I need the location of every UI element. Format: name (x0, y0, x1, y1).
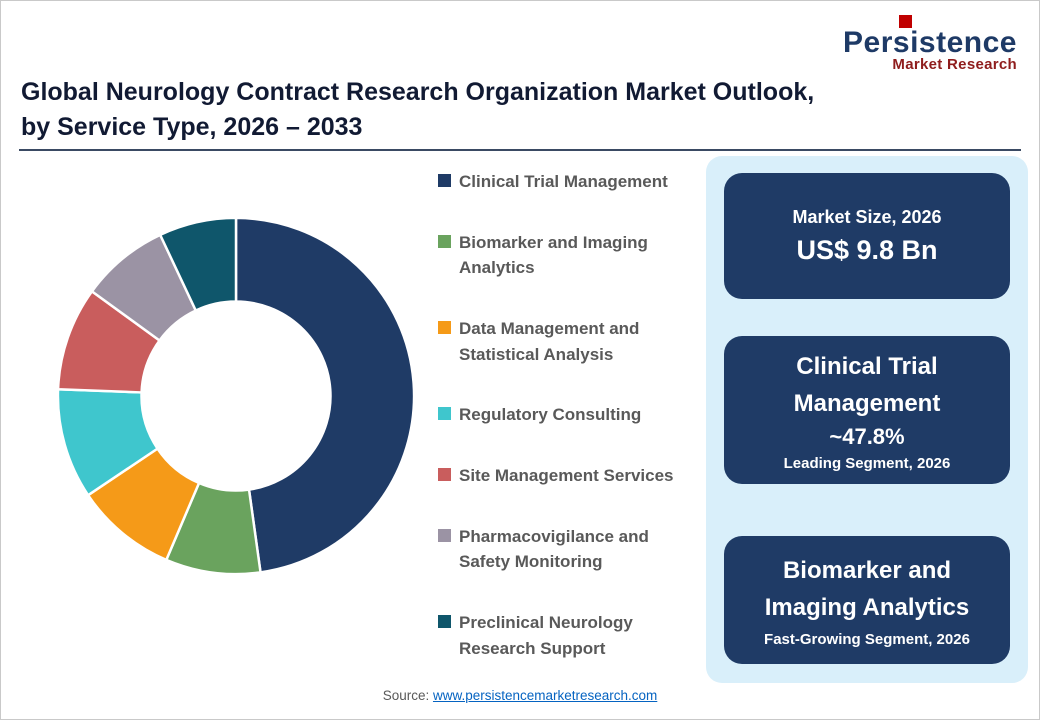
source-link[interactable]: www.persistencemarketresearch.com (432, 688, 658, 703)
legend-swatch (438, 321, 451, 334)
legend-item: Biomarker and Imaging Analytics (438, 230, 700, 281)
legend-label: Regulatory Consulting (459, 405, 642, 425)
legend-label: Pharmacovigilance and Safety Monitoring (459, 526, 649, 572)
legend-swatch (438, 615, 451, 628)
donut-chart (47, 207, 425, 585)
legend-swatch (438, 407, 451, 421)
legend-swatch (438, 528, 451, 542)
pmr-logo: Persistence Market Research (807, 13, 1017, 73)
legend-item: Clinical Trial Management (438, 169, 700, 195)
legend-label: Biomarker and Imaging Analytics (459, 232, 648, 278)
legend-item: Data Management and Statistical Analysis (438, 316, 700, 367)
leading-segment-share: ~47.8% (829, 424, 905, 450)
market-size-value: US$ 9.8 Bn (796, 234, 938, 265)
fast-growing-segment-caption: Fast-Growing Segment, 2026 (764, 631, 970, 649)
leading-segment-title: Clinical Trial Management (793, 352, 941, 417)
legend-swatch (438, 234, 451, 248)
page-title-line1: Global Neurology Contract Research Organ… (21, 78, 815, 106)
legend-item: Preclinical Neurology Research Support (438, 610, 700, 661)
leading-segment-caption: Leading Segment, 2026 (783, 455, 951, 473)
legend-item: Site Management Services (438, 463, 700, 489)
logo-subtitle: Market Research (892, 56, 1017, 73)
legend-swatch (438, 174, 451, 187)
donut-chart-svg (56, 216, 416, 576)
legend-label: Site Management Services (459, 466, 674, 485)
donut-segment (158, 216, 238, 312)
title-divider (19, 149, 1021, 151)
legend-label: Clinical Trial Management (459, 172, 668, 191)
market-size-label: Market Size, 2026 (792, 206, 942, 227)
legend-label: Preclinical Neurology Research Support (459, 613, 633, 658)
donut-segment (234, 216, 416, 574)
market-size-box: Market Size, 2026 US$ 9.8 Bn (724, 173, 1010, 299)
legend-item: Pharmacovigilance and Safety Monitoring (438, 524, 700, 575)
legend-swatch (438, 468, 451, 481)
logo-name: Persistence (843, 26, 1017, 59)
legend-item: Regulatory Consulting (438, 402, 700, 428)
source-line: Source: www.persistencemarketresearch.co… (1, 688, 1039, 703)
page-title: Global Neurology Contract Research Organ… (21, 75, 814, 145)
source-label: Source: (382, 688, 433, 703)
fast-growing-segment-title: Biomarker and Imaging Analytics (764, 556, 970, 621)
fast-growing-segment-box: Biomarker and Imaging Analytics Fast-Gro… (724, 536, 1010, 664)
legend-label: Data Management and Statistical Analysis (459, 319, 640, 364)
chart-legend: Clinical Trial Management Biomarker and I… (438, 169, 700, 661)
stats-panel: Market Size, 2026 US$ 9.8 Bn Clinical Tr… (706, 156, 1028, 683)
page-title-line2: by Service Type, 2026 – 2033 (21, 113, 363, 141)
logo-red-square-icon (899, 15, 912, 28)
leading-segment-box: Clinical Trial Management ~47.8% Leading… (724, 336, 1010, 484)
